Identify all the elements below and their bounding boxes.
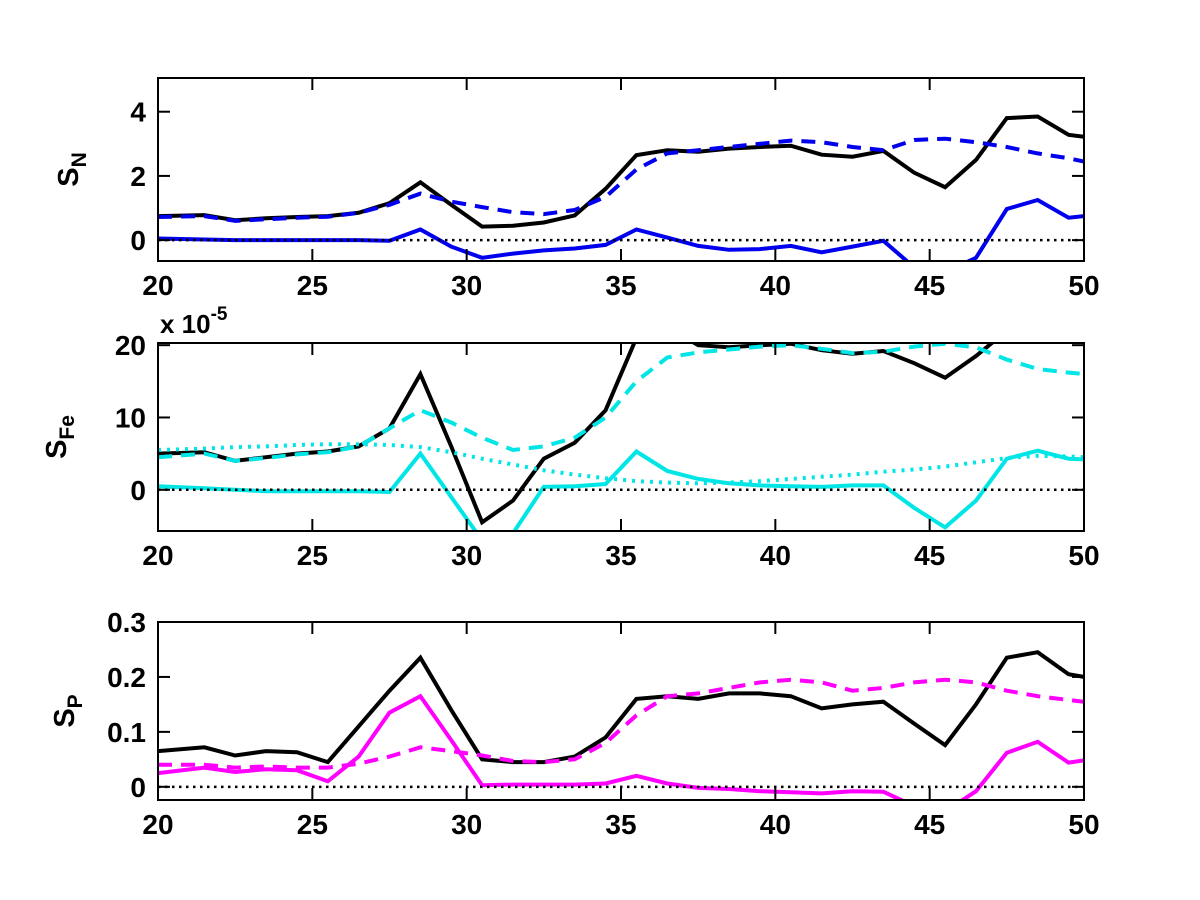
sp-series-magenta-solid [158, 693, 1084, 800]
sfe-plot-area [158, 343, 1084, 531]
sn-x-tick-label: 45 [914, 270, 945, 301]
sp-x-tick-label: 50 [1068, 809, 1099, 840]
sn-x-tick-label: 40 [760, 270, 791, 301]
sfe-x-tick-label: 20 [142, 540, 173, 571]
subplot-sfe: 20 25 30 35 40 45 50 0 10 20 SFe x 10-5 [41, 304, 1100, 571]
sp-series-magenta-dashed [158, 677, 1084, 770]
sfe-series-cyan-dotted [158, 442, 1084, 486]
sfe-x-tick-label: 35 [605, 540, 636, 571]
subplot-sn: 20 25 30 35 40 45 50 0 2 4 SN [53, 77, 1100, 301]
sp-plot-area [158, 650, 1084, 800]
subplot-sp: 20 25 30 35 40 45 50 0 0.1 0.2 0.3 SP [49, 607, 1100, 840]
sp-y-tick-label: 0 [130, 772, 146, 803]
sp-ylabel: SP [49, 694, 87, 727]
sp-x-tick-label: 20 [142, 809, 173, 840]
sn-plot-area [158, 114, 1084, 261]
sfe-x-tick-label: 50 [1068, 540, 1099, 571]
sn-y-tick-label: 2 [130, 161, 146, 192]
sfe-x-tick-label: 30 [451, 540, 482, 571]
sfe-x-tick-label: 25 [297, 540, 328, 571]
sn-x-tick-label: 50 [1068, 270, 1099, 301]
sp-y-tick-label: 0.3 [107, 607, 146, 638]
sp-x-tick-label: 40 [760, 809, 791, 840]
sfe-ylabel: SFe [41, 415, 79, 459]
sp-y-tick-label: 0.2 [107, 662, 146, 693]
sp-x-tick-label: 25 [297, 809, 328, 840]
sn-ylabel: SN [53, 152, 91, 187]
sn-series-black-solid [158, 114, 1084, 229]
sn-x-tick-label: 30 [451, 270, 482, 301]
sfe-x-tick-label: 40 [760, 540, 791, 571]
sn-x-tick-label: 20 [142, 270, 173, 301]
sn-y-tick-label: 4 [130, 97, 146, 128]
sfe-y-tick-label: 0 [130, 475, 146, 506]
sp-y-tick-label: 0.1 [107, 717, 146, 748]
sfe-series-cyan-dashed [158, 343, 1084, 463]
sp-x-tick-label: 45 [914, 809, 945, 840]
sp-axis-box [157, 621, 1085, 801]
sfe-x-tick-label: 45 [914, 540, 945, 571]
sn-y-tick-label: 0 [130, 225, 146, 256]
sfe-scale-label: x 10-5 [160, 304, 228, 339]
sfe-y-tick-label: 20 [115, 330, 146, 361]
sn-x-tick-label: 35 [605, 270, 636, 301]
sn-series-blue-dashed [158, 136, 1084, 223]
sp-x-tick-label: 35 [605, 809, 636, 840]
sfe-y-tick-label: 10 [115, 402, 146, 433]
sp-x-tick-label: 30 [451, 809, 482, 840]
sn-x-tick-label: 25 [297, 270, 328, 301]
sfe-series-cyan-solid [158, 448, 1084, 531]
sp-series-black-solid [158, 650, 1084, 765]
